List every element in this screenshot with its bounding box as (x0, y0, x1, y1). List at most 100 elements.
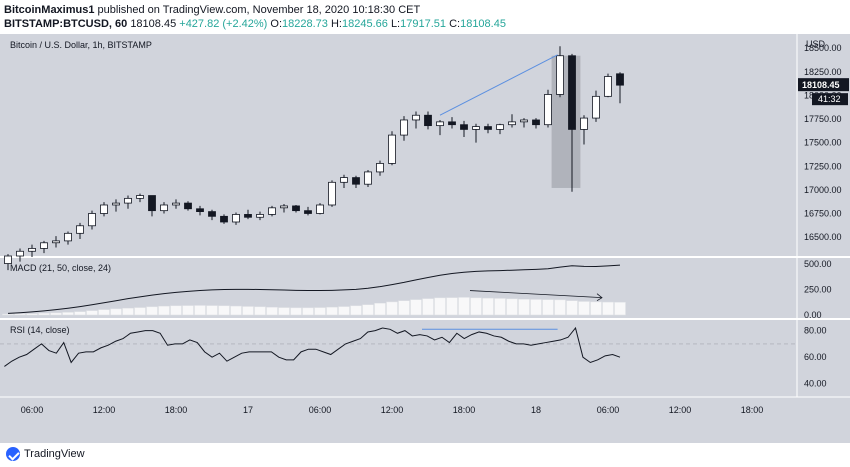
macd-histogram-bar (110, 308, 122, 316)
candle-down (352, 175, 360, 188)
candle-body (100, 204, 108, 214)
time-tick-label: 06:00 (309, 405, 332, 415)
macd-histogram-bar (350, 305, 362, 316)
price-tick-label: 18250.00 (804, 67, 842, 77)
time-tick-label: 18 (531, 405, 541, 415)
price-tick-label: 16750.00 (804, 208, 842, 218)
candle-body (508, 121, 516, 126)
price-tick-label: 17000.00 (804, 185, 842, 195)
macd-histogram-bar (566, 300, 578, 316)
rsi-tick-label: 60.00 (804, 352, 827, 362)
time-tick-label: 12:00 (93, 405, 116, 415)
published-text: published on TradingView.com, November 1… (97, 4, 421, 16)
candle-up (544, 89, 552, 128)
candle-down (484, 123, 492, 134)
symbol-label[interactable]: BITSTAMP:BTCUSD, 60 (4, 18, 128, 30)
macd-histogram-bar (314, 307, 326, 316)
candle-up (76, 222, 84, 239)
macd-line (7, 264, 621, 314)
rsi-pane: RSI (14, close) 40.00 60.00 80.00 (0, 325, 827, 398)
candle-body (304, 210, 312, 214)
candle-body (208, 211, 216, 217)
macd-histogram-bar (386, 301, 398, 316)
macd-histogram-bar (206, 305, 218, 316)
candle-body (64, 232, 72, 242)
candle-up (340, 174, 348, 188)
macd-histogram-bar (290, 307, 302, 316)
candle-up (172, 199, 180, 209)
candle-up (124, 195, 132, 209)
candle-body (124, 197, 132, 204)
candle-down (424, 111, 432, 130)
time-tick-label: 18:00 (741, 405, 764, 415)
candle-body (244, 214, 252, 218)
candle-body (160, 204, 168, 212)
high-label: H: (330, 18, 342, 30)
candle-body (268, 207, 276, 215)
author-name[interactable]: BitcoinMaximus1 (4, 4, 95, 16)
macd-tick-label: 250.00 (804, 285, 832, 295)
candle-up (268, 205, 276, 217)
candle-body (412, 114, 420, 121)
price-tick-label: 17250.00 (804, 161, 842, 171)
candle-up (592, 90, 600, 122)
candle-up (112, 199, 120, 212)
macd-histogram-bar (398, 300, 410, 316)
candle-up (64, 231, 72, 245)
macd-histogram-bar (614, 302, 626, 316)
candle-body (388, 134, 396, 164)
macd-histogram-bar (362, 304, 374, 316)
time-tick-label: 06:00 (21, 405, 44, 415)
price-pane: Bitcoin / U.S. Dollar, 1h, BITSTAMP USD 16… (4, 39, 849, 271)
macd-histogram-bar (62, 312, 74, 316)
candle-body (400, 119, 408, 136)
time-tick-label: 18:00 (165, 405, 188, 415)
candle-up (160, 202, 168, 214)
candle-up (388, 131, 396, 166)
candle-body (148, 195, 156, 212)
chart-canvas[interactable]: Bitcoin / U.S. Dollar, 1h, BITSTAMP USD 16… (0, 34, 850, 443)
candle-down (460, 120, 468, 137)
highlight-box (551, 55, 581, 188)
tradingview-icon (6, 447, 20, 461)
candle-body (316, 204, 324, 214)
candle-body (196, 208, 204, 213)
candle-body (352, 177, 360, 185)
close-label: C: (449, 18, 461, 30)
price-trend-line (439, 54, 558, 116)
macd-histogram-bar (506, 298, 518, 316)
plot-background (0, 34, 797, 397)
rsi-tick-label: 80.00 (804, 326, 827, 336)
candle-body (172, 202, 180, 206)
time-axis: 06:00 12:00 18:00 17 06:00 12:00 18:00 18 06:00 1… (21, 405, 764, 415)
candle-body (52, 240, 60, 244)
candle-body (436, 121, 444, 127)
time-tick-label: 12:00 (669, 405, 692, 415)
tradingview-logo[interactable]: TradingView (6, 447, 85, 461)
candle-body (568, 55, 576, 130)
candle-body (328, 181, 336, 206)
candle-body (472, 126, 480, 130)
macd-histogram-bar (374, 303, 386, 316)
macd-histogram-bar (242, 306, 254, 316)
candle-body (460, 124, 468, 130)
rsi-line (4, 326, 621, 367)
candle-body (544, 94, 552, 126)
footer: TradingView (0, 443, 850, 467)
macd-histogram-bar (590, 301, 602, 316)
macd-histogram-bar (530, 299, 542, 316)
candle-body (184, 202, 192, 210)
macd-histogram-bar (158, 305, 170, 316)
last-price-tag (798, 78, 849, 92)
candle-down (532, 118, 540, 129)
macd-histogram-bar (446, 297, 458, 316)
brand-label: TradingView (24, 448, 85, 460)
price-chart-title: Bitcoin / U.S. Dollar, 1h, BITSTAMP (10, 40, 152, 50)
publish-info: BitcoinMaximus1 published on TradingView… (4, 4, 420, 16)
candle-body (484, 126, 492, 130)
candle-body (532, 119, 540, 126)
chart-header: BitcoinMaximus1 published on TradingView… (0, 0, 850, 34)
macd-histogram-bar (434, 297, 446, 316)
macd-histogram-bar (338, 306, 350, 316)
macd-histogram-bar (542, 299, 554, 316)
